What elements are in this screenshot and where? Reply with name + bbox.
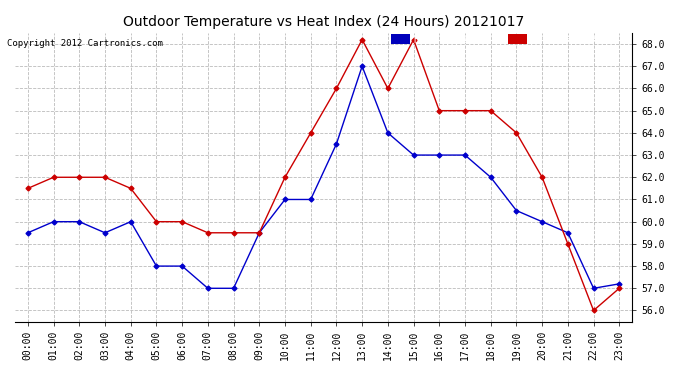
Legend: Heat Index  (°F), Temperature  (°F): Heat Index (°F), Temperature (°F) [391, 34, 631, 44]
Text: Copyright 2012 Cartronics.com: Copyright 2012 Cartronics.com [7, 39, 163, 48]
Title: Outdoor Temperature vs Heat Index (24 Hours) 20121017: Outdoor Temperature vs Heat Index (24 Ho… [123, 15, 524, 29]
